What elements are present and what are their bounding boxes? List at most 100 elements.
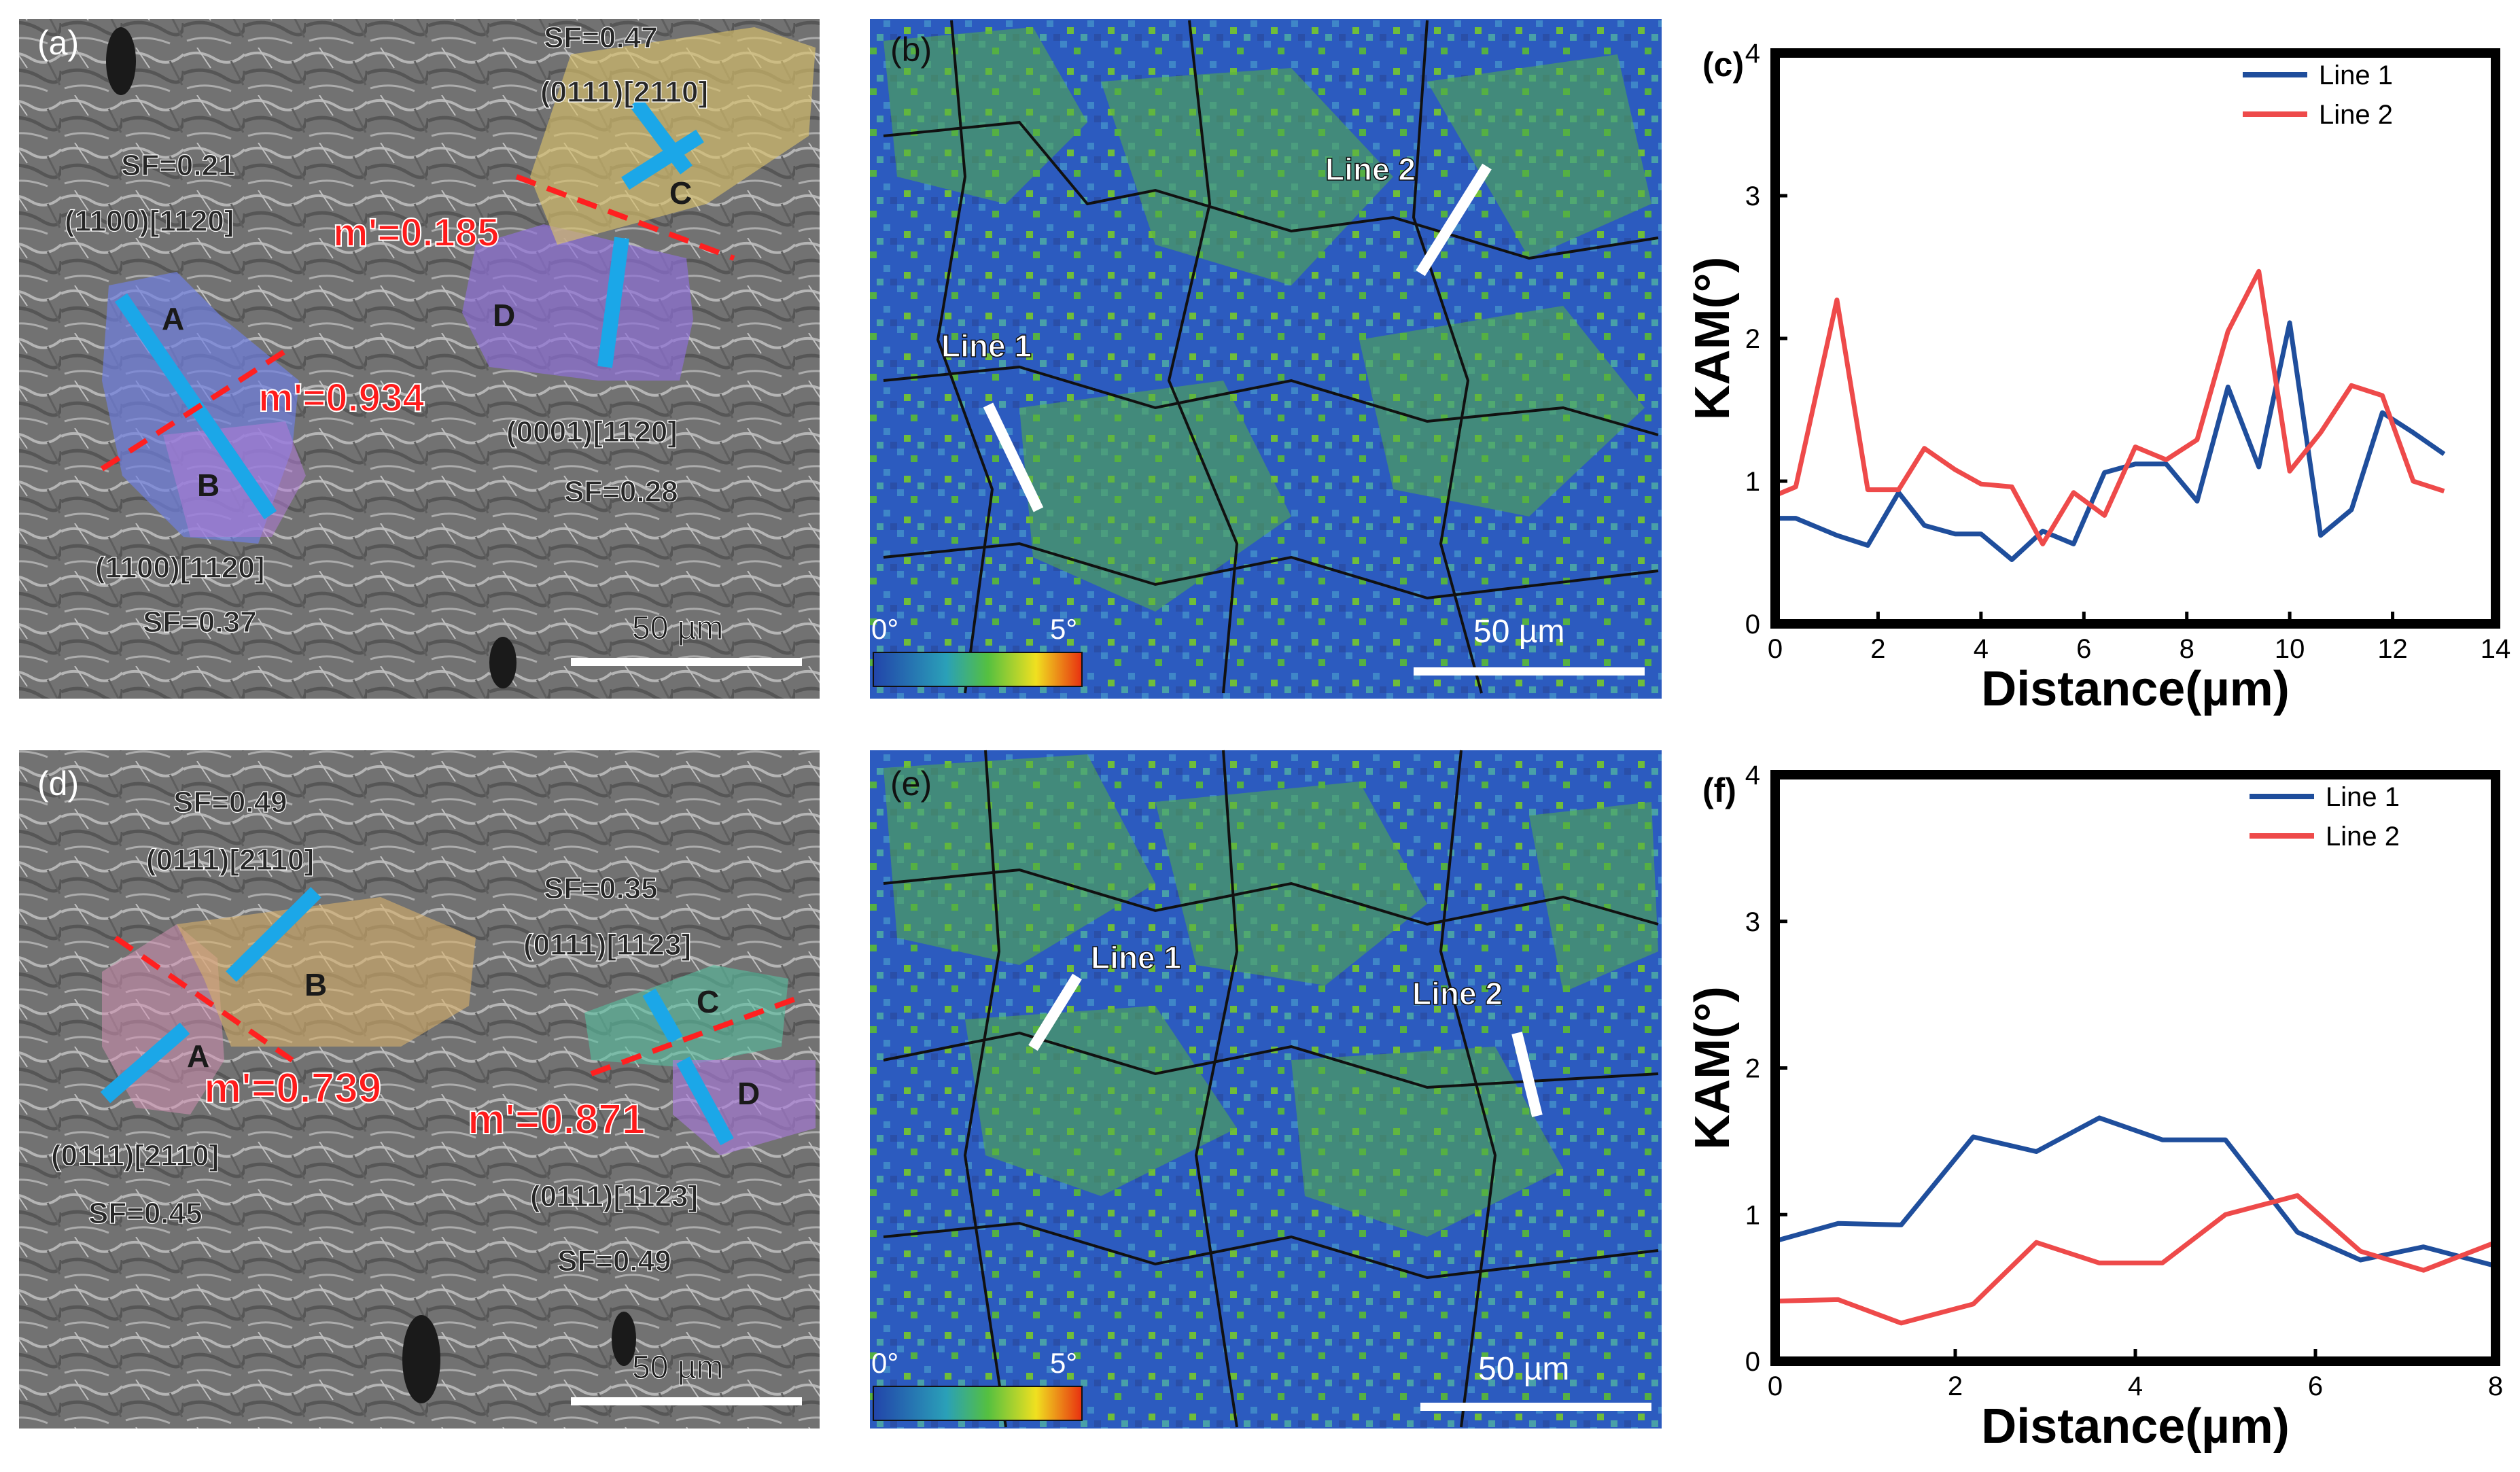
scale-bar xyxy=(571,1397,802,1405)
colorbar-max: 5° xyxy=(1050,613,1077,645)
y-tick-label: 2 xyxy=(1745,324,1760,354)
colorbar-max: 5° xyxy=(1050,1347,1077,1379)
panel-label-d: (d) xyxy=(37,765,79,803)
scale-bar xyxy=(1414,667,1645,676)
annotation: SF=0.49 xyxy=(173,786,287,819)
panel-d: (d) SF=0.49 (0111)[2110] SF=0.35 (0111)[… xyxy=(19,750,820,1429)
x-axis-label: Distance(µm) xyxy=(1981,1399,2290,1454)
annotation: (0111)[2110] xyxy=(146,843,314,877)
annotation: (0111)[2110] xyxy=(51,1139,219,1172)
scale-bar-label: 50 µm xyxy=(632,610,723,646)
y-tick-label: 3 xyxy=(1745,181,1760,211)
legend-label: Line 1 xyxy=(2326,782,2400,812)
grain-label: D xyxy=(737,1076,760,1111)
line-label: Line 2 xyxy=(1325,152,1416,187)
x-axis-label: Distance(µm) xyxy=(1981,662,2290,716)
line-2-marker xyxy=(1511,1032,1543,1117)
panel-a: (a) SF=0.47 (0111)[2110] SF=0.21 (1100)[… xyxy=(19,19,820,699)
panel-label-a: (a) xyxy=(37,24,79,62)
annotation: SF=0.21 xyxy=(121,149,235,182)
y-axis-label: KAM(°) xyxy=(1685,257,1740,421)
grain-boundary-line xyxy=(590,996,797,1076)
annotation: (0111)[1123] xyxy=(530,1180,698,1213)
grain-boundaries xyxy=(883,20,1659,694)
annotation: (0111)[2110] xyxy=(540,75,708,109)
grain-boundary-line xyxy=(113,935,294,1063)
kam-colorbar xyxy=(873,1386,1083,1421)
m-prime-value: m'=0.934 xyxy=(258,376,424,420)
panel-b: (b) Line 1 Line 2 0° 5° 50 µm xyxy=(870,16,1670,701)
grain-label: C xyxy=(697,984,719,1019)
slip-trace xyxy=(597,236,629,368)
slip-trace xyxy=(226,887,321,982)
kam-colorbar xyxy=(873,652,1083,687)
x-tick-label: 4 xyxy=(2128,1371,2143,1401)
scale-bar-label: 50 µm xyxy=(632,1350,723,1386)
line-1-marker xyxy=(1028,973,1082,1051)
x-tick-label: 8 xyxy=(2180,634,2194,664)
annotation: (0001)[1120] xyxy=(506,415,678,449)
legend-label: Line 2 xyxy=(2319,100,2393,130)
legend-label: Line 2 xyxy=(2326,822,2400,852)
scale-bar xyxy=(571,658,802,666)
annotation: (0111)[1123] xyxy=(523,928,691,962)
grain-label: A xyxy=(162,301,184,336)
annotation: SF=0.37 xyxy=(143,606,257,639)
series-line-2 xyxy=(1774,268,2445,546)
x-tick-label: 10 xyxy=(2275,634,2305,664)
y-tick-label: 1 xyxy=(1745,1200,1760,1230)
m-prime-value: m'=0.185 xyxy=(333,211,499,255)
plot-frame xyxy=(1770,48,2500,629)
scale-bar xyxy=(1420,1403,1651,1411)
panel-label-e: (e) xyxy=(890,765,932,803)
line-label: Line 2 xyxy=(1412,976,1503,1011)
x-tick-label: 0 xyxy=(1768,1371,1783,1401)
grain-boundary-line xyxy=(100,344,294,472)
y-tick-label: 0 xyxy=(1745,1347,1760,1377)
m-prime-value: m'=0.739 xyxy=(204,1065,381,1112)
grain-b-region xyxy=(177,897,476,1047)
line-1-marker xyxy=(983,402,1044,512)
m-prime-value: m'=0.871 xyxy=(468,1096,645,1143)
annotation: SF=0.47 xyxy=(544,21,658,54)
grain-label: B xyxy=(197,468,220,503)
panel-label: (f) xyxy=(1702,771,1736,809)
y-tick-label: 4 xyxy=(1745,760,1760,790)
x-tick-label: 2 xyxy=(1948,1371,1963,1401)
panel-label-b: (b) xyxy=(890,31,932,69)
y-tick-label: 4 xyxy=(1745,39,1760,69)
x-tick-label: 6 xyxy=(2076,634,2091,664)
scale-bar-label: 50 µm xyxy=(1478,1351,1569,1387)
x-tick-label: 8 xyxy=(2488,1371,2503,1401)
grain-boundary-line xyxy=(515,174,735,261)
series-line-2 xyxy=(1774,1193,2497,1326)
panel-label: (c) xyxy=(1702,46,1744,84)
grain-label: C xyxy=(669,175,692,211)
line-2-marker xyxy=(1416,163,1492,277)
x-tick-label: 0 xyxy=(1768,634,1783,664)
annotation: (1100)[1120] xyxy=(95,551,265,584)
legend-label: Line 1 xyxy=(2319,60,2393,90)
grain-label: B xyxy=(304,967,327,1002)
x-tick-label: 2 xyxy=(1870,634,1885,664)
series-line-1 xyxy=(1775,320,2446,562)
annotation: SF=0.45 xyxy=(88,1197,203,1230)
slip-trace xyxy=(642,988,683,1044)
y-tick-label: 0 xyxy=(1745,610,1760,639)
grain-d-region xyxy=(673,1060,816,1155)
annotation: (1100)[1120] xyxy=(65,205,234,238)
colorbar-min: 0° xyxy=(871,613,898,645)
x-tick-label: 4 xyxy=(1974,634,1989,664)
grain-c-region xyxy=(584,965,788,1067)
annotation: SF=0.28 xyxy=(564,475,678,508)
x-tick-label: 12 xyxy=(2377,634,2408,664)
y-tick-label: 3 xyxy=(1745,907,1760,937)
x-tick-label: 14 xyxy=(2481,634,2511,664)
annotation: SF=0.35 xyxy=(544,872,658,905)
line-label: Line 1 xyxy=(1091,940,1181,975)
y-tick-label: 1 xyxy=(1745,467,1760,497)
plot-frame xyxy=(1770,770,2500,1366)
slip-trace xyxy=(629,97,693,175)
